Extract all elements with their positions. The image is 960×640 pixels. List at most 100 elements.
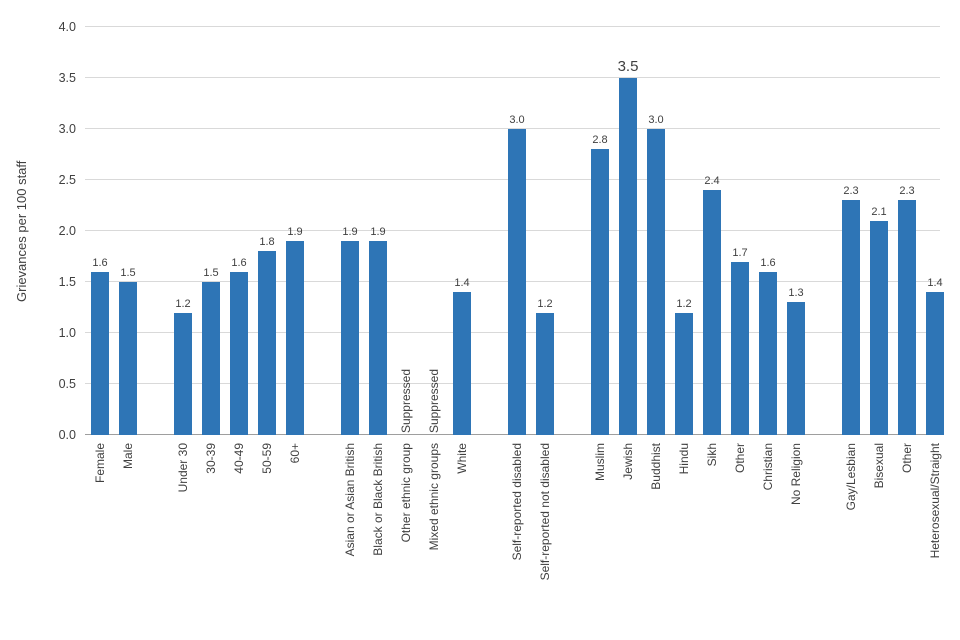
bar-female <box>91 271 109 435</box>
bar-slot: 1.2 <box>536 27 554 435</box>
bar-slot: 1.3 <box>787 27 805 435</box>
x-axis-label: Other <box>733 443 747 474</box>
bar-value-label: 1.9 <box>370 226 386 239</box>
y-tick-label: 1.0 <box>58 326 76 340</box>
bar-slot: 1.8 <box>258 27 276 435</box>
x-label-slot: Jewish <box>619 443 637 480</box>
x-axis-label: Buddhist <box>649 443 663 490</box>
bar-group-disability: 3.0 1.2 <box>508 27 554 435</box>
bar-group-gender: 1.6 1.5 <box>91 27 137 435</box>
bar-value-label: 1.9 <box>287 226 303 239</box>
bar-hindu <box>675 312 693 435</box>
bar-slot: 1.6 <box>230 27 248 435</box>
bar-jewish <box>619 78 637 435</box>
x-label-slot: Buddhist <box>647 443 665 490</box>
bar-slot: 1.4 <box>453 27 471 435</box>
bar-self-reported-not-disabled <box>536 312 554 435</box>
x-label-slot: 50-59 <box>258 443 276 474</box>
bar-slot: 2.4 <box>703 27 721 435</box>
bar-value-label: 1.9 <box>342 226 358 239</box>
bar-value-label: 1.2 <box>676 297 692 310</box>
bar-slot: 1.6 <box>759 27 777 435</box>
x-axis-label: Under 30 <box>176 443 190 493</box>
label-group-gender: Female Male <box>91 443 137 483</box>
bar-value-label: 2.1 <box>871 205 887 218</box>
bar-value-label: 2.8 <box>592 134 608 147</box>
label-group-disability: Self-reported disabled Self-reported not … <box>508 443 554 580</box>
x-axis-label: Bisexual <box>872 443 886 489</box>
bar-male <box>119 282 137 435</box>
bar-value-label: 2.4 <box>704 175 720 188</box>
bar-slot: 1.2 <box>675 27 693 435</box>
bar-value-label: 1.3 <box>788 287 804 300</box>
x-label-slot: White <box>453 443 471 474</box>
x-label-slot: Mixed ethnic groups <box>425 443 443 550</box>
x-label-slot: 60+ <box>286 443 304 463</box>
suppressed-label: Suppressed <box>427 368 441 433</box>
bar-value-label: 2.3 <box>843 185 859 198</box>
x-axis-label: Gay/Lesbian <box>844 443 858 511</box>
x-label-slot: Hindu <box>675 443 693 474</box>
bar-30-39 <box>202 282 220 435</box>
bar-christian <box>759 271 777 435</box>
bar-value-label: 3.0 <box>509 114 525 126</box>
label-group-sexual-orientation: Gay/Lesbian Bisexual Other Heterosexual/Str… <box>842 443 944 558</box>
bar-50-59 <box>258 251 276 435</box>
x-axis-label: Self-reported disabled <box>510 443 524 561</box>
bar-slot: 1.5 <box>202 27 220 435</box>
bar-slot: 2.1 <box>870 27 888 435</box>
x-label-slot: 30-39 <box>202 443 220 474</box>
x-axis-label: 30-39 <box>204 443 218 474</box>
bar-groups: 1.6 1.5 1.2 1.5 1.6 1.8 1.9 1.9 1.9 Suppressed Sup… <box>91 27 944 435</box>
bar-slot: Suppressed <box>425 27 443 435</box>
x-axis-label: Heterosexual/Straight <box>928 443 942 559</box>
plot-area: 0.0 0.5 1.0 1.5 2.0 2.5 3.0 3.5 4.0 1.6 1.5 1.2 1.5… <box>59 20 944 442</box>
x-label-slot: Gay/Lesbian <box>842 443 860 510</box>
bar-value-label: 1.6 <box>760 256 776 269</box>
y-tick-label: 3.5 <box>58 71 76 85</box>
bar-self-reported-disabled <box>508 129 526 435</box>
bar-group-religion: 2.8 3.5 3.0 1.2 2.4 1.7 1.6 1.3 <box>591 27 805 435</box>
y-tick-label: 0.5 <box>58 377 76 391</box>
bar-slot: 3.0 <box>647 27 665 435</box>
x-label-slot: Asian or Asian British <box>341 443 359 556</box>
x-axis-label: Self-reported not disabled <box>538 443 552 581</box>
bar-60- <box>286 241 304 435</box>
x-axis-label: Jewish <box>621 443 635 480</box>
x-label-slot: No Religion <box>787 443 805 505</box>
x-axis-label: No Religion <box>789 443 803 506</box>
bar-slot: 1.9 <box>369 27 387 435</box>
bar-slot: 1.2 <box>174 27 192 435</box>
bar-slot: 1.5 <box>119 27 137 435</box>
bar-sikh <box>703 190 721 435</box>
bar-group-age: 1.2 1.5 1.6 1.8 1.9 <box>174 27 304 435</box>
bar-value-label: 1.2 <box>537 297 553 310</box>
x-axis-label: Black or Black British <box>371 443 385 556</box>
bar-other <box>731 261 749 435</box>
bar-gay-lesbian <box>842 200 860 435</box>
bar-value-label: 1.2 <box>175 297 191 310</box>
bar-slot: 1.6 <box>91 27 109 435</box>
x-label-slot: Muslim <box>591 443 609 481</box>
x-label-slot: Under 30 <box>174 443 192 492</box>
bar-value-label: 2.3 <box>899 185 915 198</box>
bar-slot: 1.9 <box>341 27 359 435</box>
bar-value-label: 1.4 <box>927 277 943 290</box>
x-axis-label: 40-49 <box>232 443 246 474</box>
x-axis-label: Female <box>93 443 107 484</box>
x-label-slot: Sikh <box>703 443 721 466</box>
x-label-slot: Black or Black British <box>369 443 387 556</box>
bar-slot: 2.8 <box>591 27 609 435</box>
x-label-slot: Self-reported disabled <box>508 443 526 560</box>
bar-black-or-black-british <box>369 241 387 435</box>
bar-slot: 1.4 <box>926 27 944 435</box>
x-label-slot: Female <box>91 443 109 483</box>
x-label-slot: Other <box>898 443 916 473</box>
bar-value-label: 1.5 <box>120 267 136 279</box>
x-label-slot: Other <box>731 443 749 473</box>
bar-buddhist <box>647 129 665 435</box>
bar-value-label: 3.5 <box>617 58 639 75</box>
bar-white <box>453 292 471 435</box>
x-label-slot: 40-49 <box>230 443 248 474</box>
